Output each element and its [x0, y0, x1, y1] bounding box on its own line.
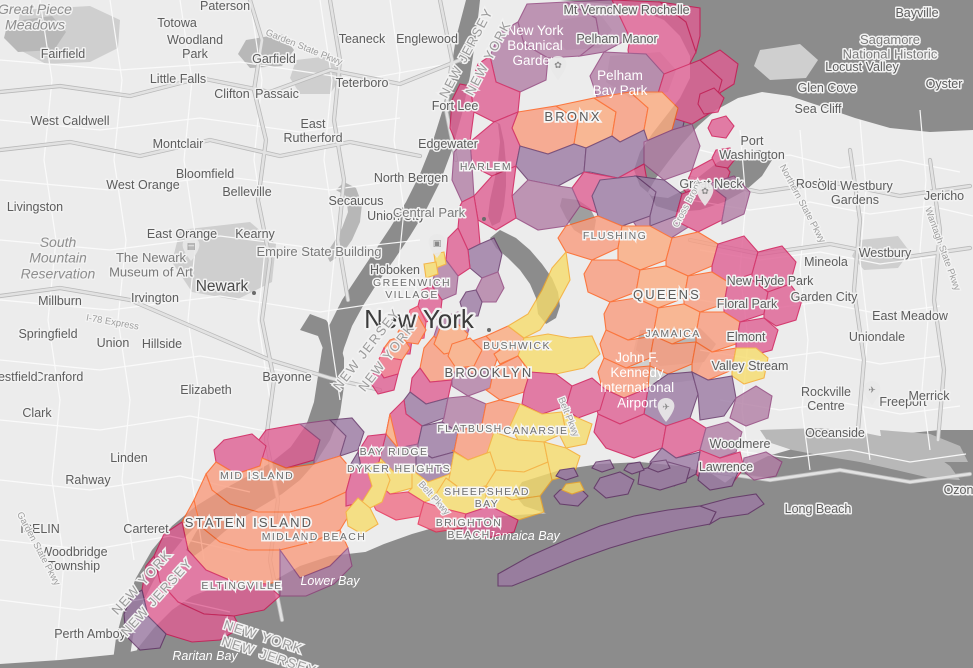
- central-park-dot: [482, 217, 486, 221]
- newark-dot: [252, 291, 256, 295]
- empire-state-building-pin[interactable]: ▣: [428, 234, 446, 258]
- svg-text:▤: ▤: [187, 242, 196, 252]
- jfk-airport-pin[interactable]: ✈: [657, 398, 675, 422]
- svg-text:✿: ✿: [554, 61, 562, 71]
- old-westbury-gardens-pin[interactable]: ✿: [696, 182, 714, 206]
- botanical-garden-pin[interactable]: ✿: [549, 56, 567, 80]
- new-york-dot: [487, 328, 491, 332]
- svg-text:✈: ✈: [662, 403, 670, 413]
- svg-text:▣: ▣: [433, 239, 442, 249]
- svg-text:✿: ✿: [701, 187, 709, 197]
- newark-museum-pin[interactable]: ▤: [182, 237, 200, 261]
- svg-text:✈: ✈: [868, 386, 876, 396]
- airport-pin-2[interactable]: ✈: [863, 381, 881, 405]
